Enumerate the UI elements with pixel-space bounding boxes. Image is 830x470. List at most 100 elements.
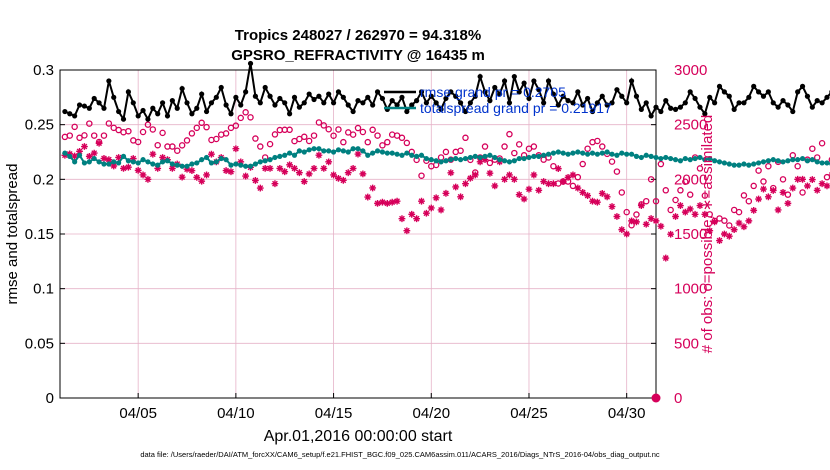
totalspread-point xyxy=(550,150,557,156)
assimilated-point xyxy=(667,230,675,238)
totalspread-point xyxy=(614,152,620,158)
y-tick-label-right: 0 xyxy=(674,390,682,407)
rmse-point xyxy=(482,89,488,95)
rmse-point xyxy=(306,91,312,97)
assimilated-point xyxy=(354,150,362,158)
totalspread-point xyxy=(272,154,278,161)
totalspread-point xyxy=(394,151,400,157)
totalspread-point xyxy=(267,157,273,163)
totalspread-point xyxy=(585,151,591,157)
possible-point xyxy=(76,134,83,142)
y-tick-label-right: 500 xyxy=(674,335,699,352)
totalspread-point xyxy=(438,159,444,165)
assimilated-point xyxy=(81,143,88,150)
totalspread-point xyxy=(428,157,434,163)
rmse-point xyxy=(350,108,356,115)
assimilated-point xyxy=(637,202,645,209)
totalspread-point xyxy=(775,158,781,164)
totalspread-point xyxy=(633,153,640,159)
rmse-point xyxy=(604,102,610,108)
y-tick-label-left: 0.25 xyxy=(25,117,54,134)
rmse-point xyxy=(150,105,156,111)
possible-point xyxy=(384,138,391,146)
rmse-point xyxy=(790,108,796,115)
rmse-point xyxy=(628,78,635,84)
totalspread-point xyxy=(135,160,141,166)
assimilated-point xyxy=(745,217,753,225)
possible-point xyxy=(90,132,98,139)
rmse-point xyxy=(291,94,298,100)
totalspread-point xyxy=(86,159,92,165)
possible-point xyxy=(579,160,586,168)
possible-point xyxy=(701,192,709,199)
possible-point xyxy=(203,123,210,131)
possible-point xyxy=(765,162,772,170)
y-tick-label-left: 0.2 xyxy=(33,171,54,188)
totalspread-point xyxy=(506,159,513,165)
rmse-point xyxy=(536,87,542,93)
rmse-point xyxy=(159,100,166,106)
possible-point xyxy=(794,162,801,170)
totalspread-point xyxy=(159,159,166,165)
totalspread-point xyxy=(116,160,122,166)
totalspread-point xyxy=(72,159,78,165)
rmse-point xyxy=(404,108,410,115)
totalspread-point xyxy=(174,162,180,168)
possible-point xyxy=(354,124,362,132)
possible-point xyxy=(159,129,166,137)
rmse-point xyxy=(453,93,459,99)
y-tick-label-left: 0.1 xyxy=(33,281,54,298)
assimilated-point xyxy=(159,154,166,161)
totalspread-point xyxy=(101,161,107,167)
rmse-point xyxy=(648,113,654,119)
totalspread-point xyxy=(726,161,732,167)
assimilated-point xyxy=(525,185,533,193)
rmse-point xyxy=(477,73,483,80)
totalspread-point xyxy=(741,161,747,167)
rmse-point xyxy=(736,100,742,106)
possible-point xyxy=(735,208,743,216)
totalspread-point xyxy=(287,150,293,156)
rmse-point xyxy=(282,100,288,106)
rmse-point xyxy=(208,100,215,106)
assimilated-point xyxy=(515,191,523,199)
rmse-point xyxy=(643,100,649,106)
possible-point xyxy=(315,119,323,126)
possible-point xyxy=(613,168,621,175)
assimilated-point xyxy=(677,202,684,209)
possible-point xyxy=(134,138,142,146)
rmse-point xyxy=(443,95,449,102)
rmse-point xyxy=(721,89,727,95)
possible-point xyxy=(105,120,113,127)
rmse-point xyxy=(365,94,371,100)
possible-point xyxy=(349,131,357,138)
rmse-point xyxy=(668,105,674,111)
rmse-point xyxy=(457,100,464,106)
possible-point xyxy=(403,139,411,147)
rmse-point xyxy=(267,93,273,99)
y-axis-label-left: rmse and totalspread xyxy=(4,164,21,305)
totalspread-point xyxy=(291,152,298,158)
x-tick-label: 04/30 xyxy=(608,405,646,422)
assimilated-point xyxy=(506,171,513,179)
totalspread-point xyxy=(247,163,254,169)
rmse-point xyxy=(614,87,620,93)
assimilated-point xyxy=(652,217,660,225)
totalspread-point xyxy=(575,149,581,155)
rmse-point xyxy=(379,95,386,102)
totalspread-point xyxy=(687,157,693,163)
possible-point xyxy=(198,119,205,127)
rmse-point xyxy=(506,100,513,106)
rmse-point xyxy=(243,89,249,95)
rmse-point xyxy=(399,94,405,100)
totalspread-point xyxy=(560,150,566,156)
rmse-point xyxy=(321,100,327,106)
possible-point xyxy=(515,141,523,148)
assimilated-point xyxy=(203,171,210,179)
rmse-point xyxy=(531,78,537,84)
totalspread-point xyxy=(619,150,625,156)
possible-point xyxy=(442,148,450,156)
assimilated-point xyxy=(349,165,357,172)
assimilated-point xyxy=(481,156,489,164)
